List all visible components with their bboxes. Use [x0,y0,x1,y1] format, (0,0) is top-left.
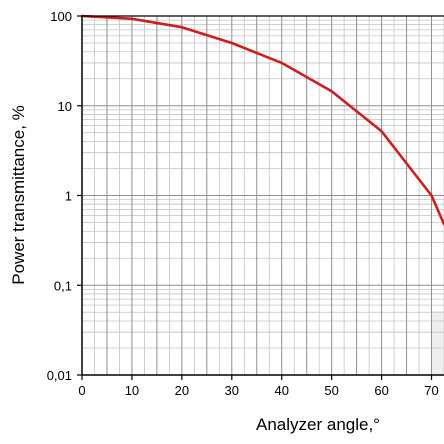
y-tick-labels: 0,01 0,1 1 10 100 [47,9,72,383]
y-tick-label: 0,1 [54,278,72,293]
axes [77,15,444,380]
x-tick-labels: 0 10 20 30 40 50 60 70 [78,383,438,398]
y-tick-label: 1 [65,189,72,204]
x-axis-label: Analyzer angle,° [256,415,380,434]
y-tick-label: 0,01 [47,368,72,383]
x-tick-label: 70 [424,383,438,398]
major-grid [81,16,444,376]
x-tick-label: 0 [78,383,85,398]
y-tick-label: 10 [58,99,72,114]
series-group [80,14,444,226]
x-tick-label: 20 [175,383,189,398]
series-line-0 [80,14,444,226]
x-tick-label: 40 [274,383,288,398]
y-tick-label: 100 [50,9,72,24]
y-axis-label: Power transmittance, % [9,105,28,285]
x-tick-label: 10 [125,383,139,398]
x-tick-label: 50 [324,383,338,398]
shaded-region [432,311,444,375]
x-tick-label: 30 [225,383,239,398]
x-tick-label: 60 [374,383,388,398]
